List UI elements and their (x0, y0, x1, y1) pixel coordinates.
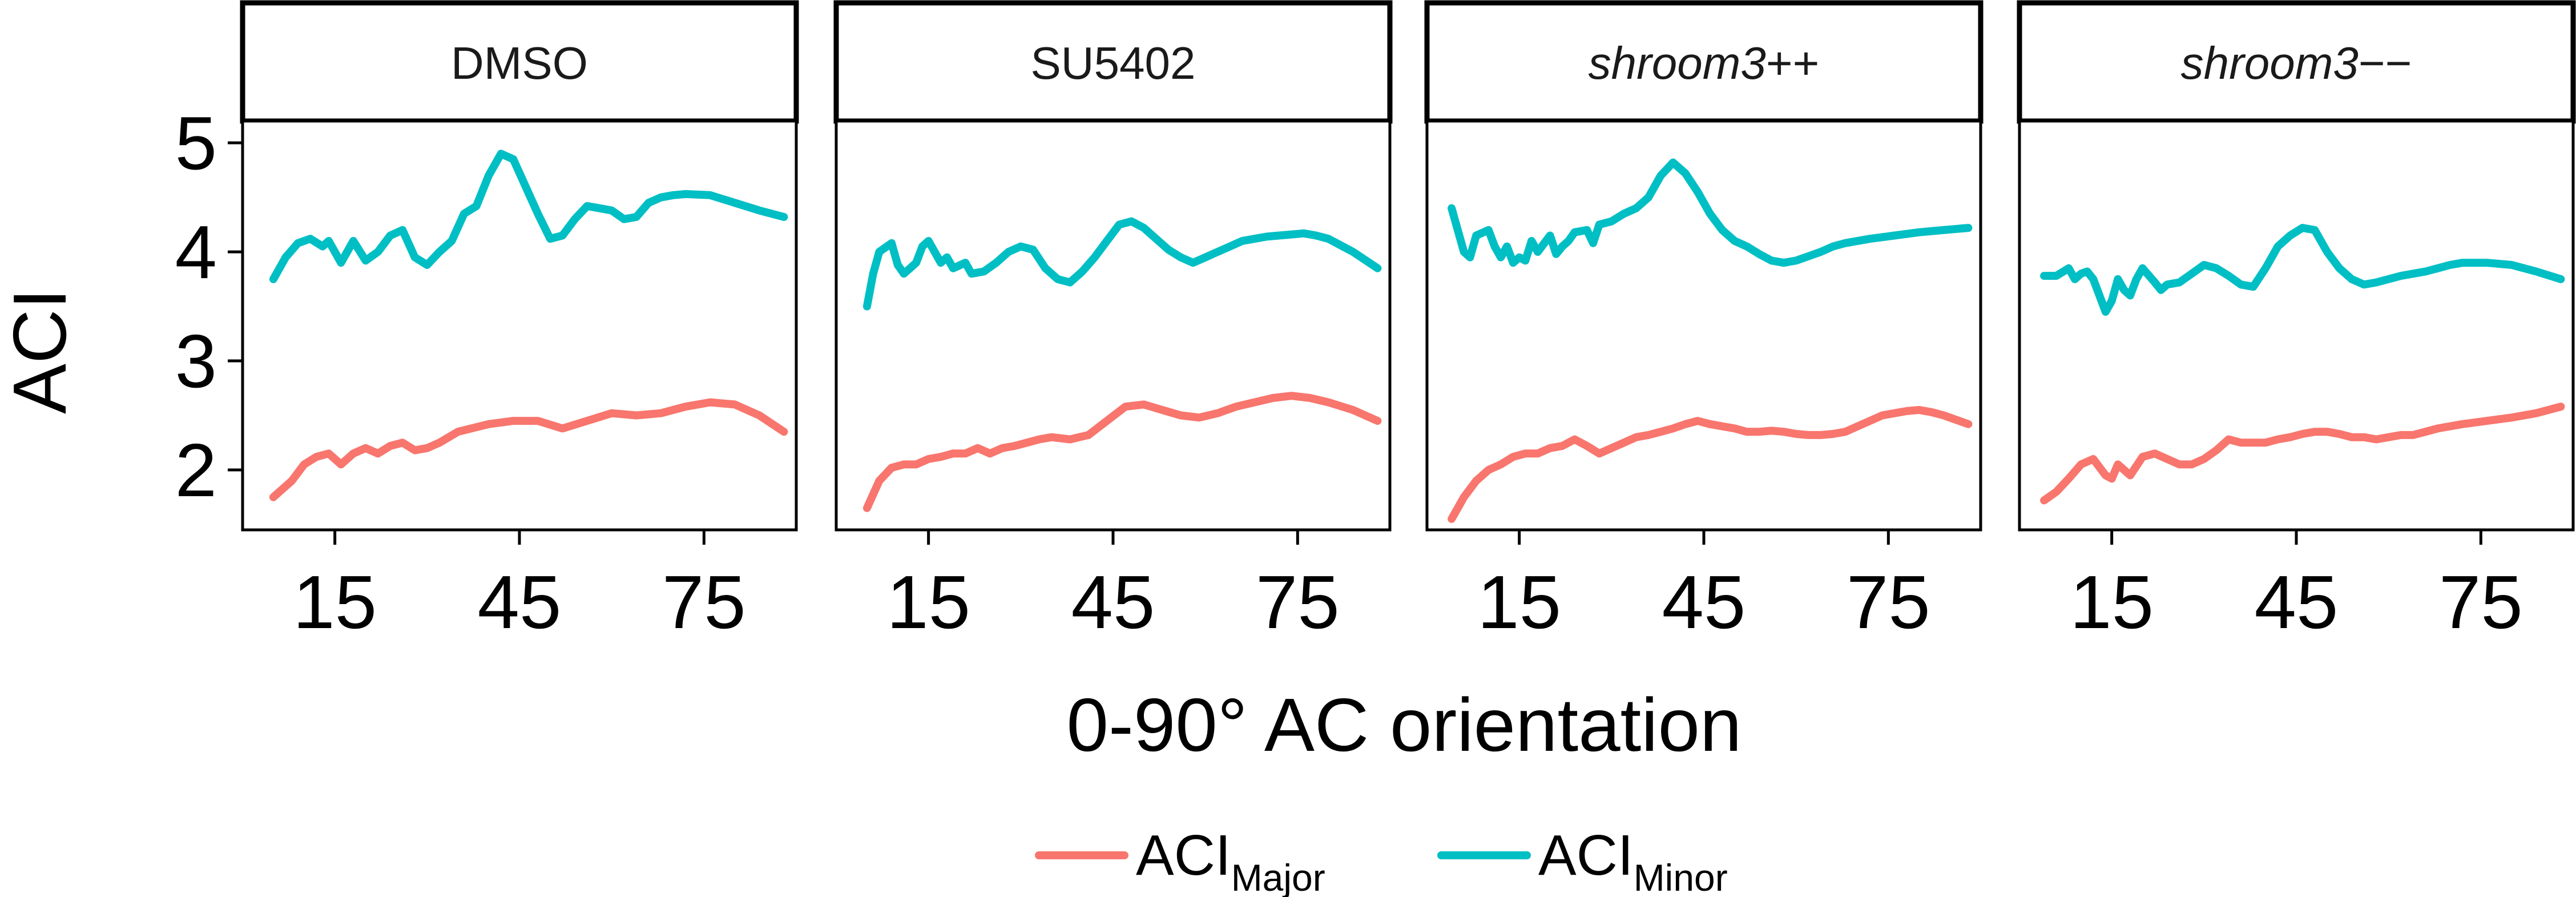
legend-label-subscript: Major (1231, 856, 1325, 897)
facet-label-main: DMSO (451, 38, 588, 89)
x-tick-label: 45 (478, 560, 562, 644)
plot-panel (835, 119, 1392, 532)
y-tick-label: 3 (175, 319, 217, 403)
x-tick-label: 75 (1847, 560, 1930, 644)
x-tick-label: 15 (2070, 560, 2154, 644)
series-line-major (269, 398, 788, 501)
facet-label-main: shroom3 (2181, 38, 2359, 89)
facet-panel: shroom3−− 15 45 75 (2017, 0, 2576, 644)
y-tick-label: 4 (175, 210, 217, 294)
facet-label-main: shroom3 (1589, 38, 1766, 89)
facet-strip (833, 0, 1393, 124)
series-line-major (2040, 403, 2565, 505)
legend-label-base: ACI (1136, 823, 1231, 887)
facet-label: shroom3−− (2181, 38, 2412, 89)
facet-label: DMSO (451, 38, 588, 89)
facet-strip (1424, 0, 1984, 124)
x-tick-label: 15 (1477, 560, 1561, 644)
facet-label-main: SU5402 (1030, 38, 1195, 89)
facet-label-suffix: −− (2359, 38, 2412, 89)
legend-label-major: ACIMajor (1136, 823, 1325, 897)
series-line-minor (2040, 224, 2565, 316)
y-axis-title: ACI (0, 288, 82, 414)
x-tick-label: 15 (886, 560, 970, 644)
facet-label: SU5402 (1030, 38, 1195, 89)
y-tick-label: 2 (175, 428, 217, 512)
facet-label-suffix: ++ (1766, 38, 1819, 89)
legend-label-minor: ACIMinor (1538, 823, 1728, 897)
x-tick-label: 75 (1256, 560, 1340, 644)
x-tick-label: 75 (2439, 560, 2523, 644)
legend-label-subscript: Minor (1634, 856, 1728, 897)
facet-label: shroom3++ (1589, 38, 1820, 89)
series-line-minor (862, 217, 1382, 311)
plot-panel (2018, 119, 2575, 532)
x-tick-label: 75 (662, 560, 746, 644)
y-tick-label: 5 (175, 101, 217, 185)
facet-panel: shroom3++ 15 45 75 (1424, 0, 1984, 644)
facet-panel: DMSO 15 45 75 (240, 0, 799, 644)
series-line-major (1448, 406, 1973, 523)
legend: ACIMajor ACIMinor (1035, 823, 1728, 897)
facet-strip (240, 0, 799, 124)
facet-panel: SU5402 15 45 75 (833, 0, 1393, 644)
plot-panel (1425, 119, 1982, 532)
y-axis: 2 3 4 5 (175, 101, 243, 512)
x-tick-label: 45 (1662, 560, 1746, 644)
x-axis-title: 0-90° AC orientation (1067, 683, 1742, 767)
series-line-minor (269, 150, 788, 283)
x-tick-label: 45 (2255, 560, 2339, 644)
x-tick-label: 45 (1071, 560, 1155, 644)
series-line-minor (1448, 158, 1973, 267)
x-tick-label: 15 (293, 560, 377, 644)
legend-label-base: ACI (1538, 823, 1634, 887)
series-line-major (862, 392, 1382, 512)
